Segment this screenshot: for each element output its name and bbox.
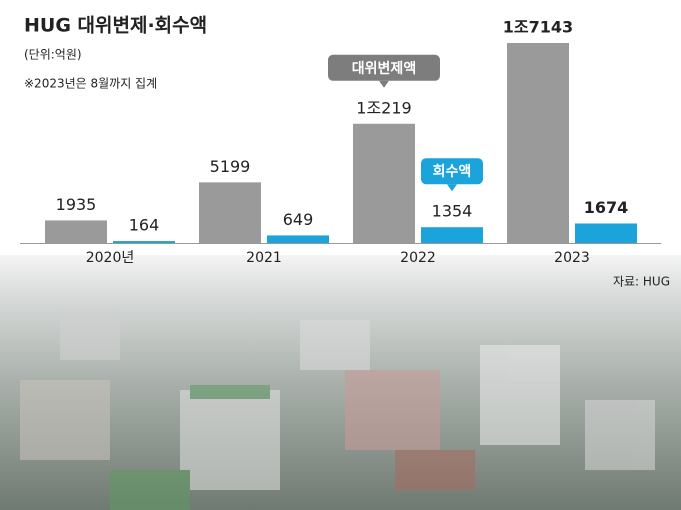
bar [199, 182, 261, 243]
city-buildings [20, 310, 655, 510]
value-label: 5199 [210, 157, 251, 176]
legend-box [421, 158, 483, 185]
value-label: 1674 [584, 198, 629, 217]
chart-note: ※2023년은 8월까지 집계 [24, 77, 157, 91]
bar [575, 223, 637, 243]
legend-box [328, 54, 440, 81]
legend-pointer [447, 184, 457, 192]
bar [353, 123, 415, 243]
x-tick-label: 2021 [246, 250, 282, 266]
bar [45, 220, 107, 243]
value-label: 649 [283, 210, 314, 229]
bar [421, 227, 483, 243]
x-tick-label: 2023 [554, 250, 590, 266]
legend-pointer [379, 80, 389, 88]
bar [507, 43, 569, 243]
legend-label: 대위변제액 [352, 60, 416, 77]
photo-background [0, 255, 681, 510]
source: 자료: HUG [613, 275, 670, 289]
chart-title: HUG 대위변제·회수액 [24, 15, 207, 37]
x-tick-label: 2020년 [86, 250, 135, 266]
value-label: 1조7143 [503, 18, 573, 37]
value-label: 1935 [56, 195, 97, 214]
chart-subtitle: (단위:억원) [24, 48, 82, 62]
value-label: 164 [129, 216, 160, 235]
value-label: 1조219 [356, 98, 411, 117]
value-label: 1354 [432, 202, 473, 221]
legend-label: 회수액 [433, 163, 472, 180]
x-tick-label: 2022 [400, 250, 436, 266]
bar [267, 235, 329, 243]
bar [113, 241, 175, 243]
